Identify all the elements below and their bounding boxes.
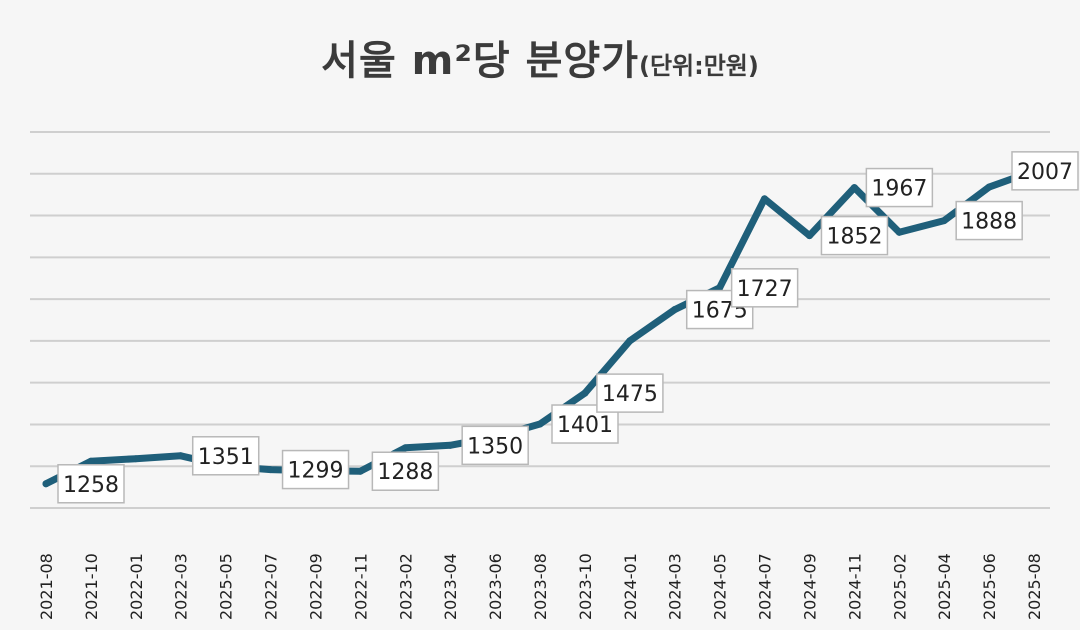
x-tick-label: 2023-10 — [576, 553, 595, 620]
data-label-text: 1967 — [871, 177, 927, 202]
chart-subtitle: (단위:만원) — [639, 52, 759, 80]
data-point — [177, 452, 185, 460]
data-point — [42, 480, 50, 488]
data-label-box — [596, 373, 664, 413]
data-point — [626, 337, 634, 345]
data-label: 1258 — [57, 464, 125, 504]
data-point — [267, 466, 275, 474]
data-label-text: 1475 — [602, 382, 658, 407]
data-label-box — [371, 451, 440, 491]
data-label-text: 1888 — [961, 210, 1017, 235]
data-point — [940, 217, 948, 225]
data-label-box — [1011, 151, 1079, 191]
data-label: 1888 — [955, 200, 1023, 241]
data-point — [132, 455, 140, 463]
data-label-text: 1299 — [288, 459, 344, 484]
data-point — [536, 420, 544, 428]
x-tick-label: 2022-09 — [306, 553, 325, 620]
data-label-box — [191, 436, 260, 476]
data-label: 1852 — [820, 215, 889, 256]
data-label-text: 2007 — [1017, 160, 1073, 185]
data-label: 1350 — [461, 425, 529, 466]
data-point — [401, 444, 409, 452]
data-label: 1675 — [685, 289, 754, 330]
x-tick-label: 2023-04 — [441, 553, 460, 620]
data-label-text: 1288 — [377, 460, 433, 485]
data-label: 1351 — [191, 436, 260, 476]
data-label: 1967 — [865, 167, 934, 208]
x-tick-label: 2022-01 — [127, 553, 146, 620]
data-label-text: 1401 — [557, 413, 613, 438]
data-label: 1299 — [281, 449, 350, 490]
data-label: 1288 — [371, 451, 440, 491]
data-point — [581, 389, 589, 397]
data-label-box — [865, 167, 934, 208]
x-tick-label: 2023-08 — [531, 553, 550, 620]
data-label-box — [57, 464, 125, 504]
data-point — [985, 183, 993, 191]
x-tick-label: 2023-02 — [396, 553, 415, 620]
x-tick-label: 2025-05 — [217, 553, 236, 620]
data-label-text: 1727 — [737, 277, 793, 302]
x-tick-label: 2023-06 — [486, 553, 505, 620]
chart-title-block: 서울 m²당 분양가(단위:만원) — [0, 28, 1080, 86]
chart-title: 서울 m²당 분양가 — [321, 38, 639, 84]
data-point — [446, 441, 454, 449]
data-point — [895, 228, 903, 236]
data-label-box — [955, 200, 1023, 241]
x-tick-label: 2021-10 — [82, 553, 101, 620]
x-tick-label: 2025-06 — [980, 553, 999, 620]
data-label-box — [820, 215, 889, 256]
data-point — [356, 467, 364, 475]
data-label: 1475 — [596, 373, 664, 413]
x-tick-label: 2025-02 — [890, 553, 909, 620]
data-point — [671, 306, 679, 314]
data-point — [761, 195, 769, 203]
data-label-box — [281, 449, 350, 490]
x-tick-label: 2025-04 — [935, 553, 954, 620]
data-label-text: 1258 — [63, 473, 119, 498]
data-label-box — [461, 425, 529, 466]
data-label: 2007 — [1011, 151, 1079, 191]
data-label-text: 1852 — [826, 225, 882, 250]
data-point — [805, 232, 813, 240]
x-tick-label: 2024-05 — [711, 553, 730, 620]
x-tick-label: 2022-11 — [351, 553, 370, 620]
x-tick-label: 2022-07 — [262, 553, 281, 620]
x-axis-ticks: 2021-08 2021-10 2022-01 2022-03 2025-05 2022-… — [37, 553, 1044, 620]
x-tick-label: 2024-07 — [756, 553, 775, 620]
data-label-text: 1350 — [467, 434, 523, 459]
x-tick-label: 2024-11 — [845, 553, 864, 620]
x-tick-label: 2025-08 — [1025, 553, 1044, 620]
x-tick-label: 2024-09 — [800, 553, 819, 620]
data-point — [716, 284, 724, 292]
data-label: 1727 — [730, 268, 799, 308]
x-tick-label: 2024-01 — [621, 553, 640, 620]
x-tick-label: 2022-03 — [172, 553, 191, 620]
x-tick-label: 2024-03 — [666, 553, 685, 620]
data-point — [87, 457, 95, 465]
x-tick-label: 2021-08 — [37, 553, 56, 620]
data-label-text: 1351 — [198, 445, 254, 470]
data-point — [850, 184, 858, 192]
data-label-box — [730, 268, 799, 308]
